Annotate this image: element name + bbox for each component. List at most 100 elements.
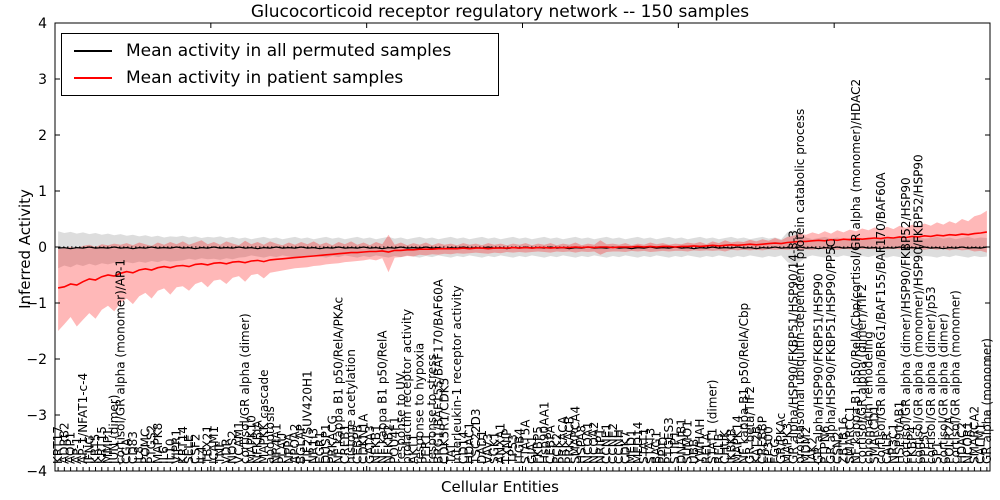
entity-label: GR alpha/HSP90/FKBP51/HSP90: [812, 273, 826, 464]
entity-label: NOS2: [226, 430, 240, 464]
entity-label: PTGES3: [662, 417, 676, 464]
entity-label: KRT15: [95, 426, 109, 464]
legend-box: Mean activity in all permuted samples Me…: [61, 33, 499, 96]
entity-label: NFKBIA: [251, 419, 265, 464]
entity-label: CCNH: [612, 429, 626, 464]
entity-label: DNAJB1: [675, 418, 689, 464]
entity-label: KRT5: [89, 434, 103, 464]
entity-label: GR/PKAc: [774, 413, 788, 464]
entity-label: TIF2/SUV420H1: [300, 370, 314, 465]
entity-label: CDK5R1/CDK5: [438, 378, 452, 464]
entity-label: MED14: [631, 422, 645, 464]
legend-label: Mean activity in patient samples: [126, 68, 404, 88]
entity-label: GR alpha/HSP90/FKBP51/HSP90/PP5C: [824, 239, 838, 464]
y-tick-label: 2: [38, 128, 47, 144]
entity-label: response to UV: [394, 372, 408, 464]
entity-label: NCOA1: [581, 422, 595, 464]
entity-label: PRKACA: [556, 415, 570, 464]
entity-label: NF kappa B1 p50/RelA/Cbp/cortisol/GR alp…: [849, 79, 863, 464]
y-tick-label: 0: [38, 240, 47, 256]
entity-label: SMARCA4: [569, 406, 583, 464]
entity-label: POMC: [138, 429, 152, 464]
y-tick-label: 3: [38, 72, 47, 88]
entity-label: PTGS2: [145, 425, 159, 464]
entity-label: EGR1: [313, 431, 327, 464]
legend-label: Mean activity in all permuted samples: [126, 41, 452, 61]
entity-label: HDAC2: [955, 422, 969, 464]
entity-label: interleukin-1 receptor activity: [450, 285, 464, 464]
entity-label: CDK7: [618, 431, 632, 464]
permuted-range-band: [58, 230, 987, 269]
entity-label: MAPKK cascade: [257, 369, 271, 464]
entity-label: APOA2: [288, 423, 302, 464]
entity-label: cortisol/GR alpha (monomer)/AP-1: [114, 259, 128, 464]
entity-label: CHUK: [718, 429, 732, 464]
entity-label: response to stress: [425, 354, 439, 464]
legend-item-permuted: Mean activity in all permuted samples: [74, 41, 498, 61]
y-tick-label: −4: [26, 464, 47, 480]
entity-label: YWHAH: [693, 419, 707, 465]
entity-label: PRKACB: [562, 416, 576, 464]
entity-label: IFNG: [82, 435, 96, 464]
entity-label: FGG: [768, 439, 782, 465]
entity-label: SELE: [182, 435, 196, 464]
entity-label: STAT5A: [519, 419, 533, 464]
entity-label: NR4A1: [269, 423, 283, 464]
entity-label: cortisol/GR alpha/BRG1/BAF155/BAF170/BAF…: [874, 172, 888, 464]
entity-label: CSN2: [830, 431, 844, 464]
chart-title: Glucocorticoid receptor regulatory netwo…: [250, 2, 750, 22]
entity-label: PRKACG: [325, 415, 339, 464]
black-line-swatch: [74, 50, 112, 52]
entity-label: HSPA8: [575, 425, 589, 464]
entity-label: NFKB1: [369, 424, 383, 464]
entity-label: TBX21: [201, 425, 215, 465]
entity-label: RELB: [712, 433, 726, 464]
entity-label: PPID: [656, 437, 670, 464]
entity-label: SP1: [930, 442, 944, 465]
y-tick-label: −2: [26, 352, 47, 368]
entity-label: MAPK10: [244, 415, 258, 464]
entity-label: TP53: [506, 434, 520, 465]
x-major-ticks: [54, 23, 991, 471]
entity-label: NF kappa B1 p50/RelA: [375, 330, 389, 464]
entity-label: ICAM1: [207, 426, 221, 464]
entity-label: CEBPA: [544, 424, 558, 464]
entity-label: KAT2B: [749, 426, 763, 464]
entity-label: CD83: [126, 431, 140, 464]
entity-label: TNF: [213, 441, 227, 465]
entity-label: VCAM1: [232, 421, 246, 464]
entity-label: MAPK8: [151, 423, 165, 464]
entity-label: DUSP1: [319, 423, 333, 464]
y-tick-label: 1: [38, 184, 47, 200]
entity-label: NR1I3: [307, 428, 321, 464]
entity-label: VIPR1: [170, 429, 184, 464]
entity-label: proteasomal ubiquitin-dependent protein …: [793, 109, 807, 464]
entity-label: BRG1/BAF155/BAF170/BAF60A: [431, 278, 445, 464]
entity-tick-labels: KRT17ADRB2AQP1AP-1AP-1/NFAT1-c-4IFNGKRT5…: [51, 79, 994, 465]
entity-label: cortisol/GR alpha (dimer)/HSP90/FKBP52/H…: [899, 177, 913, 464]
entity-label: PLAU: [276, 433, 290, 464]
entity-label: DAD1: [475, 430, 489, 464]
entity-label: NFKB2: [382, 424, 396, 464]
entity-label: cortisol/GR alpha (dimer): [238, 313, 252, 464]
entity-label: SUMO1: [681, 420, 695, 464]
entity-label: SMARCD1: [868, 405, 882, 464]
entity-label: MAPK3: [780, 423, 794, 464]
entity-label: NPPA: [282, 432, 296, 464]
entity-label: JAK2: [805, 437, 819, 465]
entity-label: NF kappa B1 p50/RelA/PKAc: [332, 297, 346, 464]
x-axis-title: Cellular Entities: [441, 478, 559, 496]
entity-label: JUN (dimer): [107, 395, 121, 465]
entity-label: PPP5C: [918, 426, 932, 464]
entity-label: apoptosis: [263, 406, 277, 464]
entity-label: GATA3: [363, 425, 377, 464]
entity-label: SMARCA2: [967, 406, 981, 464]
entity-label: IL4: [195, 446, 209, 464]
entity-label: MAPK14: [731, 415, 745, 464]
entity-label: TAT: [444, 442, 458, 465]
entity-label: VDR: [219, 438, 233, 464]
entity-label: GJA1: [525, 436, 539, 464]
entity-label: BAG1: [650, 431, 664, 464]
entity-label: VAV3: [481, 433, 495, 464]
